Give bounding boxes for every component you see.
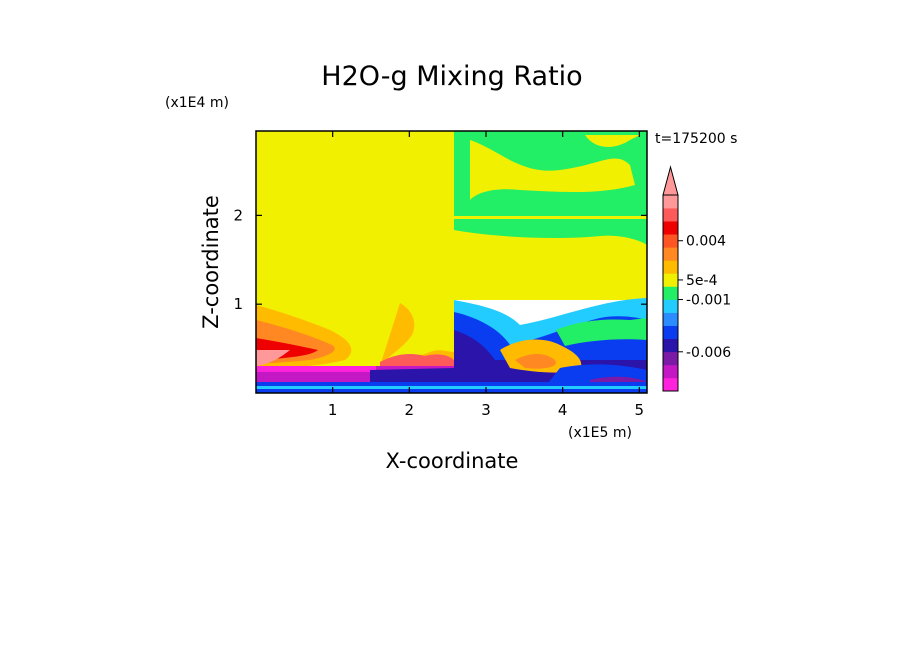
colorbar-swatch <box>663 364 678 379</box>
colorbar-swatch <box>663 351 678 366</box>
plot-area <box>256 131 647 393</box>
colorbar-frame <box>662 194 679 392</box>
y-tick-label: 1 <box>233 295 243 313</box>
contour-fill <box>380 303 454 366</box>
y-tick-label: 2 <box>233 206 243 224</box>
y-axis-label: Z-coordinate <box>199 195 223 329</box>
colorbar-label: -0.006 <box>686 345 731 361</box>
contour-fill <box>454 226 647 300</box>
colorbar-swatch <box>663 325 678 340</box>
contour-fill <box>256 386 647 389</box>
contour-fill <box>556 318 647 346</box>
colorbar-label: 0.004 <box>686 234 726 250</box>
colorbar-swatch <box>663 234 678 248</box>
colorbar-swatch <box>663 286 678 300</box>
contour-fill <box>256 366 376 372</box>
colorbar-swatch <box>663 208 678 222</box>
plot-frame <box>255 130 648 394</box>
contour-fill <box>454 210 647 215</box>
contour-fill <box>585 135 640 147</box>
colorbar-swatch <box>663 195 678 209</box>
colorbar-swatch <box>663 273 678 287</box>
colorbar-swatch <box>663 221 678 235</box>
x-unit-label: (x1E5 m) <box>568 425 632 441</box>
x-tick-label: 5 <box>635 401 645 419</box>
colorbar: -0.006 -0.001 5e-4 0.004 <box>662 165 731 392</box>
contour-fill <box>256 350 290 366</box>
x-axis: 1 2 3 4 5 <box>328 131 644 419</box>
x-tick-label: 3 <box>481 401 491 419</box>
contour-fill <box>380 354 454 366</box>
colorbar-extend-arrow <box>662 165 679 196</box>
contour-fill <box>454 216 647 219</box>
x-tick-label: 1 <box>328 401 338 419</box>
colorbar-swatch <box>663 260 678 274</box>
chart-title: H2O-g Mixing Ratio <box>321 61 582 92</box>
x-axis-label: X-coordinate <box>386 449 519 473</box>
colorbar-swatch <box>663 338 678 353</box>
colorbar-swatch <box>663 247 678 261</box>
colorbar-swatch <box>663 299 678 313</box>
y-axis: 12 <box>233 206 647 313</box>
contour-fill <box>515 354 556 369</box>
colorbar-swatch <box>663 377 678 392</box>
contour-fill <box>470 140 635 200</box>
colorbar-swatch <box>663 312 678 326</box>
x-tick-label: 4 <box>558 401 568 419</box>
time-label: t=175200 s <box>655 131 737 147</box>
contour-fill <box>454 226 647 245</box>
y-unit-label: (x1E4 m) <box>165 95 229 111</box>
x-tick-label: 2 <box>405 401 415 419</box>
colorbar-label: -0.001 <box>686 293 731 309</box>
colorbar-label: 5e-4 <box>686 273 718 289</box>
